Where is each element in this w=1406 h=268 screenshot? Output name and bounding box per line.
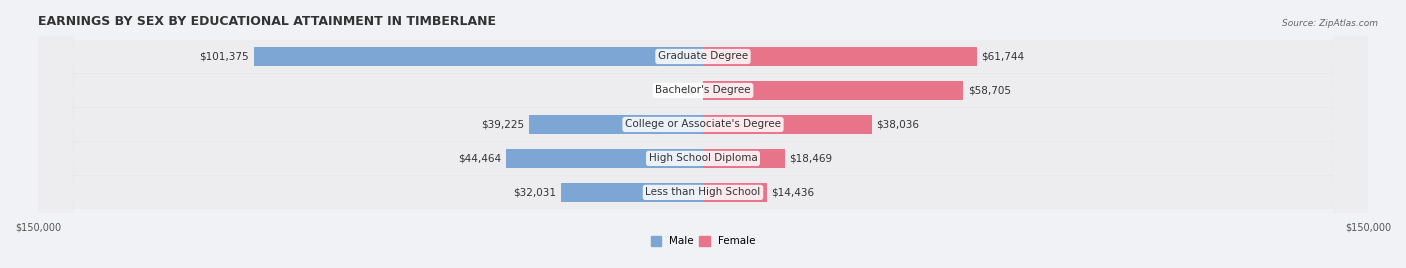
Bar — [38, 142, 1368, 176]
Text: Source: ZipAtlas.com: Source: ZipAtlas.com — [1282, 19, 1378, 28]
Bar — [38, 107, 1368, 142]
Text: $101,375: $101,375 — [200, 51, 249, 61]
Bar — [703, 183, 768, 202]
Bar — [38, 73, 1368, 107]
Text: Graduate Degree: Graduate Degree — [658, 51, 748, 61]
Legend: Male, Female: Male, Female — [651, 236, 755, 247]
Bar — [703, 115, 872, 134]
Text: EARNINGS BY SEX BY EDUCATIONAL ATTAINMENT IN TIMBERLANE: EARNINGS BY SEX BY EDUCATIONAL ATTAINMEN… — [38, 15, 496, 28]
Text: $32,031: $32,031 — [513, 187, 557, 198]
Text: High School Diploma: High School Diploma — [648, 154, 758, 163]
Text: $58,705: $58,705 — [967, 85, 1011, 95]
Bar — [703, 149, 785, 168]
Text: $38,036: $38,036 — [876, 120, 920, 129]
FancyBboxPatch shape — [38, 0, 1368, 268]
Text: $14,436: $14,436 — [772, 187, 814, 198]
Bar — [529, 115, 703, 134]
FancyBboxPatch shape — [38, 0, 1368, 268]
Bar — [561, 183, 703, 202]
FancyBboxPatch shape — [38, 0, 1368, 268]
Text: $39,225: $39,225 — [482, 120, 524, 129]
Bar — [506, 149, 703, 168]
Bar — [703, 47, 977, 66]
Bar — [253, 47, 703, 66]
Bar — [703, 81, 963, 100]
Text: $61,744: $61,744 — [981, 51, 1024, 61]
Bar — [38, 39, 1368, 73]
Text: Bachelor's Degree: Bachelor's Degree — [655, 85, 751, 95]
FancyBboxPatch shape — [38, 0, 1368, 268]
FancyBboxPatch shape — [38, 0, 1368, 268]
Text: Less than High School: Less than High School — [645, 187, 761, 198]
Bar — [38, 176, 1368, 209]
Text: College or Associate's Degree: College or Associate's Degree — [626, 120, 780, 129]
Text: $0: $0 — [681, 85, 695, 95]
Text: $44,464: $44,464 — [458, 154, 502, 163]
Text: $18,469: $18,469 — [789, 154, 832, 163]
